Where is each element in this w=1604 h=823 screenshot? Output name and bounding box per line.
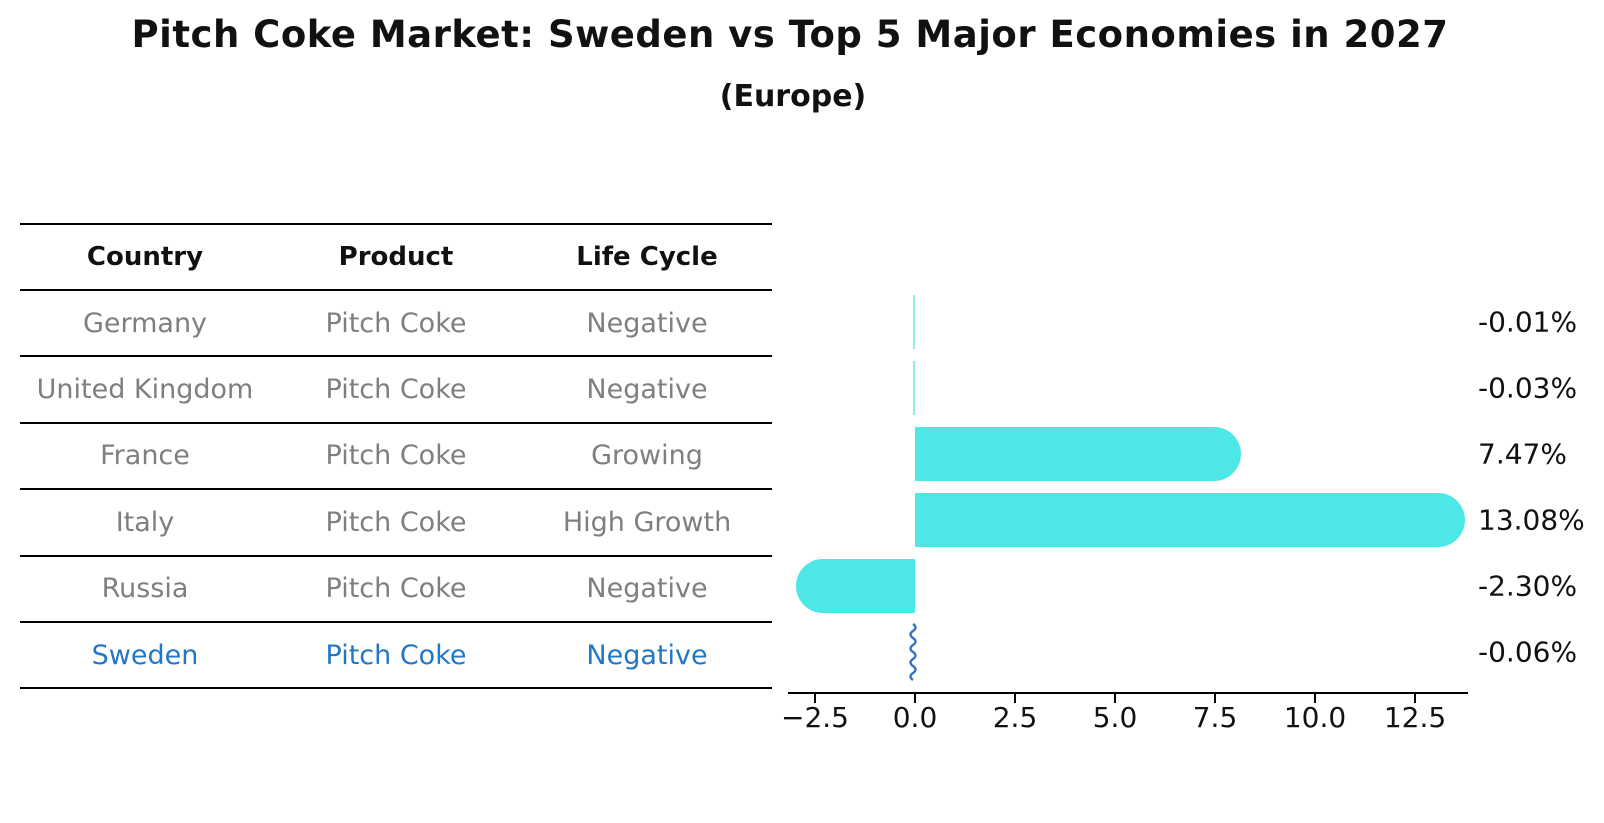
value-label-germany: -0.01% (1478, 305, 1578, 339)
x-tick-label: −2.5 (781, 701, 849, 734)
x-tick-label: 10.0 (1283, 701, 1347, 734)
table-row: France Pitch Coke Growing (20, 424, 772, 491)
table-header-product: Product (338, 242, 454, 272)
value-label-russia: -2.30% (1478, 569, 1578, 603)
country-table: Country Product Life Cycle Germany Pitch Cok… (20, 223, 772, 690)
table-header-row: Country Product Life Cycle (20, 223, 772, 291)
x-tick-label: 5.0 (1092, 701, 1138, 734)
x-tick-mark (1114, 694, 1116, 703)
table-header-life-cycle: Life Cycle (576, 242, 718, 272)
value-label-sweden: -0.06% (1478, 635, 1578, 669)
country-cell: Italy (115, 506, 175, 538)
table-row: Italy Pitch Coke High Growth (20, 490, 772, 557)
table-row: Sweden Pitch Coke Negative (20, 623, 772, 690)
country-cell: United Kingdom (36, 374, 254, 406)
x-tick-mark (1314, 694, 1316, 703)
life-cycle-cell: Negative (586, 639, 708, 671)
x-tick-label: 2.5 (992, 701, 1038, 734)
x-axis-line (788, 692, 1468, 694)
life-cycle-cell: Growing (591, 440, 703, 472)
x-tick-mark (1414, 694, 1416, 703)
value-label-france: 7.47% (1478, 437, 1567, 471)
x-tick-label: 12.5 (1383, 701, 1447, 734)
sweden-bar-squiggle (909, 623, 917, 681)
bar-russia (796, 559, 915, 613)
bar-united-kingdom (913, 361, 915, 415)
product-cell: Pitch Coke (325, 307, 467, 339)
country-cell: France (100, 440, 190, 472)
country-cell: Russia (101, 573, 189, 605)
product-cell: Pitch Coke (325, 506, 467, 538)
x-tick-label: 0.0 (892, 701, 938, 734)
value-label-united-kingdom: -0.03% (1478, 371, 1578, 405)
x-tick-label: 7.5 (1192, 701, 1238, 734)
chart-subtitle: (Europe) (719, 79, 867, 114)
life-cycle-cell: Negative (586, 307, 708, 339)
table-row: Germany Pitch Coke Negative (20, 291, 772, 358)
chart-title: Pitch Coke Market: Sweden vs Top 5 Major… (131, 13, 1449, 56)
product-cell: Pitch Coke (325, 573, 467, 605)
product-cell: Pitch Coke (325, 440, 467, 472)
bar-france (915, 427, 1241, 481)
product-cell: Pitch Coke (325, 374, 467, 406)
life-cycle-cell: Negative (586, 374, 708, 406)
life-cycle-cell: High Growth (562, 506, 732, 538)
value-label-italy: 13.08% (1478, 503, 1585, 537)
x-tick-mark (814, 694, 816, 703)
table-row: United Kingdom Pitch Coke Negative (20, 357, 772, 424)
table-header-country: Country (86, 242, 204, 272)
country-cell: Sweden (91, 639, 199, 671)
life-cycle-cell: Negative (586, 573, 708, 605)
x-tick-mark (1214, 694, 1216, 703)
country-cell: Germany (82, 307, 208, 339)
x-tick-mark (914, 694, 916, 703)
x-tick-mark (1014, 694, 1016, 703)
table-row: Russia Pitch Coke Negative (20, 557, 772, 623)
product-cell: Pitch Coke (325, 639, 467, 671)
bar-germany (913, 295, 915, 349)
bar-italy (915, 493, 1466, 547)
